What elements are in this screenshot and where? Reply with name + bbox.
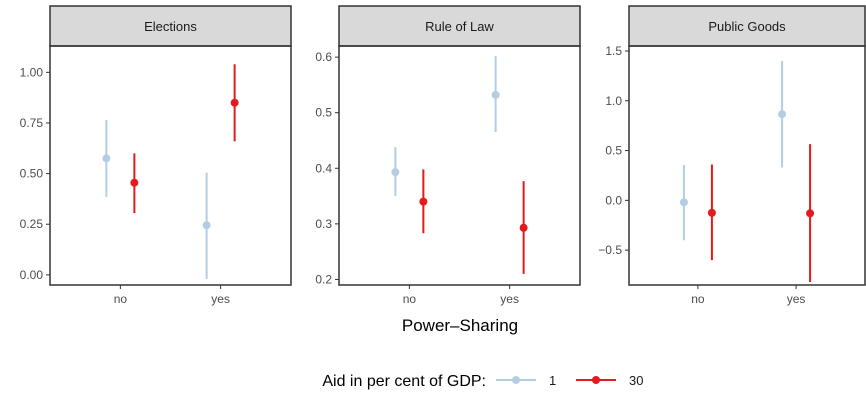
data-point xyxy=(102,154,111,163)
y-tick-label: 0.75 xyxy=(20,116,44,130)
data-point xyxy=(778,110,787,119)
y-tick-label: 0.3 xyxy=(315,217,332,231)
y-tick-label: −0.5 xyxy=(598,243,622,257)
data-point xyxy=(679,198,688,207)
panel-title: Elections xyxy=(144,19,197,34)
data-point xyxy=(202,221,211,230)
x-axis-label: Power–Sharing xyxy=(402,316,518,335)
y-tick-label: 0.0 xyxy=(605,193,622,207)
data-point xyxy=(391,168,400,177)
x-tick-label: yes xyxy=(211,292,230,306)
panel-title: Rule of Law xyxy=(425,19,494,34)
y-tick-label: 0.00 xyxy=(20,268,44,282)
legend-label: 30 xyxy=(629,373,643,388)
y-tick-label: 1.5 xyxy=(605,44,622,58)
panel-strip xyxy=(628,5,866,47)
data-point xyxy=(806,209,815,218)
y-tick-label: 0.25 xyxy=(20,217,44,231)
y-tick-label: 1.0 xyxy=(605,94,622,108)
x-tick-label: yes xyxy=(787,292,806,306)
panel-border xyxy=(338,45,581,286)
x-tick-label: no xyxy=(114,292,128,306)
y-tick-label: 0.4 xyxy=(315,161,332,175)
y-tick-label: 1.00 xyxy=(20,65,44,79)
data-point xyxy=(419,197,428,206)
y-tick-label: 0.50 xyxy=(20,167,44,181)
x-tick-label: no xyxy=(691,292,705,306)
x-tick-label: no xyxy=(403,292,417,306)
data-point xyxy=(707,208,716,217)
data-point xyxy=(230,98,239,107)
y-tick-label: 0.5 xyxy=(605,144,622,158)
x-tick-label: yes xyxy=(500,292,519,306)
data-point xyxy=(491,90,500,99)
panel-title: Public Goods xyxy=(708,19,786,34)
legend-key-point xyxy=(592,376,600,384)
data-point xyxy=(130,178,139,187)
panel-border xyxy=(49,45,292,286)
panel-border xyxy=(628,45,866,286)
panel-strip xyxy=(49,5,292,47)
y-tick-label: 0.5 xyxy=(315,106,332,120)
data-point xyxy=(519,223,528,232)
y-tick-label: 0.2 xyxy=(315,272,332,286)
legend-key-point xyxy=(512,376,520,384)
legend-title: Aid in per cent of GDP: xyxy=(322,373,486,390)
legend-label: 1 xyxy=(549,373,556,388)
panel-strip xyxy=(338,5,581,47)
y-tick-label: 0.6 xyxy=(315,50,332,64)
